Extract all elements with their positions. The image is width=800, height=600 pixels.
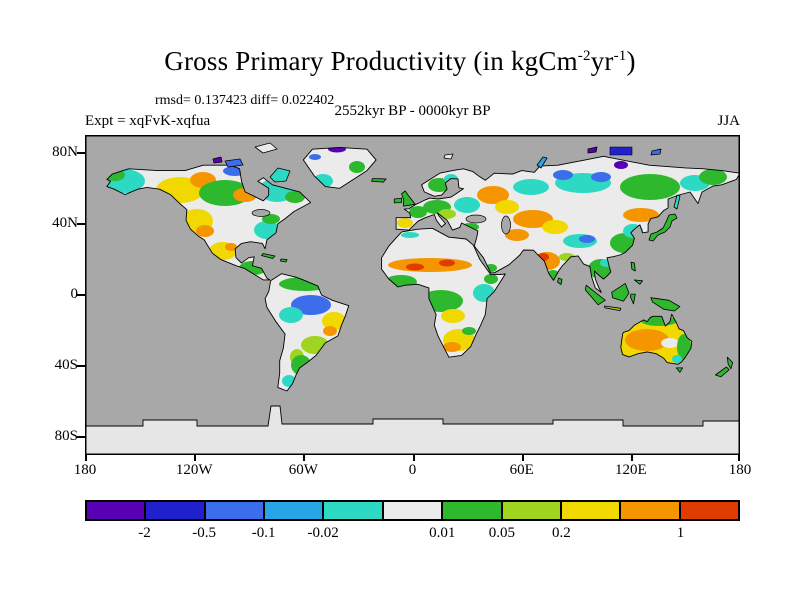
- lat-tick-label: 40N: [52, 214, 78, 231]
- borneo: [611, 283, 630, 302]
- lon-tick: [738, 455, 740, 461]
- lon-tick-label: 0: [408, 462, 417, 478]
- iceland: [371, 178, 387, 183]
- colorbar-tick-label: 0.2: [551, 525, 571, 541]
- colorbar-tick-label: 0.05: [488, 525, 515, 541]
- world-map-canvas: [85, 135, 740, 455]
- experiment-label: Expt = xqFvK-xqfua: [85, 113, 211, 129]
- colorbar-tick-label: 0.01: [429, 525, 456, 541]
- lat-tick-label: 40S: [54, 357, 78, 374]
- south-america: [264, 273, 350, 392]
- mindanao: [634, 279, 643, 285]
- britain: [401, 190, 416, 207]
- hispaniola: [280, 258, 288, 263]
- islands: [212, 142, 734, 378]
- stats-line: rmsd= 0.137423 diff= 0.022402: [155, 93, 335, 108]
- colorbar: [85, 500, 740, 521]
- caspian-sea: [501, 215, 511, 235]
- sulawesi: [630, 293, 636, 305]
- new-zealand-north: [726, 356, 734, 370]
- sri-lanka: [557, 277, 563, 285]
- lon-tick-label: 60W: [288, 462, 318, 478]
- title-superscript: -2: [577, 48, 591, 64]
- colorbar-cell: [502, 502, 562, 519]
- baffin-island: [269, 167, 291, 183]
- colorbar-cell: [621, 502, 681, 519]
- arctic-patch: [609, 146, 633, 156]
- banks-island: [212, 156, 223, 164]
- lon-tick: [303, 455, 306, 461]
- svalbard: [443, 153, 454, 160]
- colorbar-cell: [146, 502, 206, 519]
- ellesmere-island: [254, 142, 278, 154]
- lon-tick-label: 180: [73, 462, 97, 478]
- colorbar-cell: [87, 502, 147, 519]
- title-text: Gross Primary Productivity (in kgCm: [164, 46, 578, 76]
- lat-tick-label: 0: [70, 286, 79, 302]
- lon-tick: [630, 455, 633, 461]
- black-sea: [465, 214, 487, 224]
- colorbar-cell: [443, 502, 503, 519]
- cuba: [261, 253, 276, 259]
- colorbar-tick-label: 1: [676, 525, 685, 541]
- lat-tick: [77, 222, 85, 225]
- title-superscript: -1: [613, 48, 627, 64]
- great-lakes: [251, 209, 271, 217]
- lakes: [251, 209, 511, 235]
- novaya-zemlya: [536, 156, 548, 169]
- lat-tick-label: 80N: [52, 143, 78, 160]
- colorbar-cell: [265, 502, 325, 519]
- map-frame: [85, 135, 740, 455]
- colorbar-tick-label: -0.02: [307, 525, 339, 541]
- lon-tick: [521, 455, 524, 461]
- world-map: [85, 135, 740, 455]
- lat-tick: [77, 436, 85, 439]
- new-guinea: [650, 297, 681, 312]
- lon-tick-label: 120W: [175, 462, 213, 478]
- lon-tick-label: 60E: [509, 462, 534, 478]
- season-label: JJA: [717, 113, 740, 129]
- luzon: [630, 261, 636, 272]
- colorbar-tick-label: -0.5: [192, 525, 216, 541]
- lat-tick-label: 80S: [54, 428, 78, 445]
- page-title: Gross Primary Productivity (in kgCm-2yr-…: [0, 46, 800, 77]
- antarctica: [85, 405, 740, 455]
- colorbar-cell: [324, 502, 384, 519]
- ireland: [393, 197, 402, 204]
- victoria-island: [224, 158, 244, 168]
- australia: [620, 313, 693, 365]
- lat-tick: [77, 365, 85, 368]
- colorbar-tick-label: -2: [138, 525, 151, 541]
- north-america: [106, 164, 312, 281]
- lon-tick-label: 120E: [614, 462, 647, 478]
- colorbar-cell: [680, 502, 738, 519]
- lat-tick: [77, 151, 85, 154]
- tasmania: [675, 367, 683, 373]
- new-zealand-south: [715, 366, 730, 378]
- severnaya-zemlya: [587, 146, 598, 154]
- colorbar-cell: [561, 502, 622, 519]
- title-text: ): [626, 46, 636, 76]
- sumatra: [584, 284, 606, 306]
- lon-tick: [194, 455, 197, 461]
- period-label: 2552kyr BP - 0000kyr BP: [334, 103, 491, 119]
- colorbar-cell: [205, 502, 266, 519]
- title-text: yr: [590, 46, 614, 76]
- colorbar-tick-label: -0.1: [251, 525, 276, 541]
- sakhalin: [673, 194, 681, 210]
- lat-tick: [77, 294, 85, 296]
- lon-tick: [412, 455, 415, 461]
- java: [604, 305, 622, 311]
- colorbar-cell: [383, 502, 444, 519]
- africa: [381, 227, 506, 358]
- new-siberian-islands: [650, 148, 662, 156]
- lon-tick-label: 180: [728, 462, 752, 478]
- japan: [648, 213, 678, 242]
- lon-tick: [85, 455, 87, 461]
